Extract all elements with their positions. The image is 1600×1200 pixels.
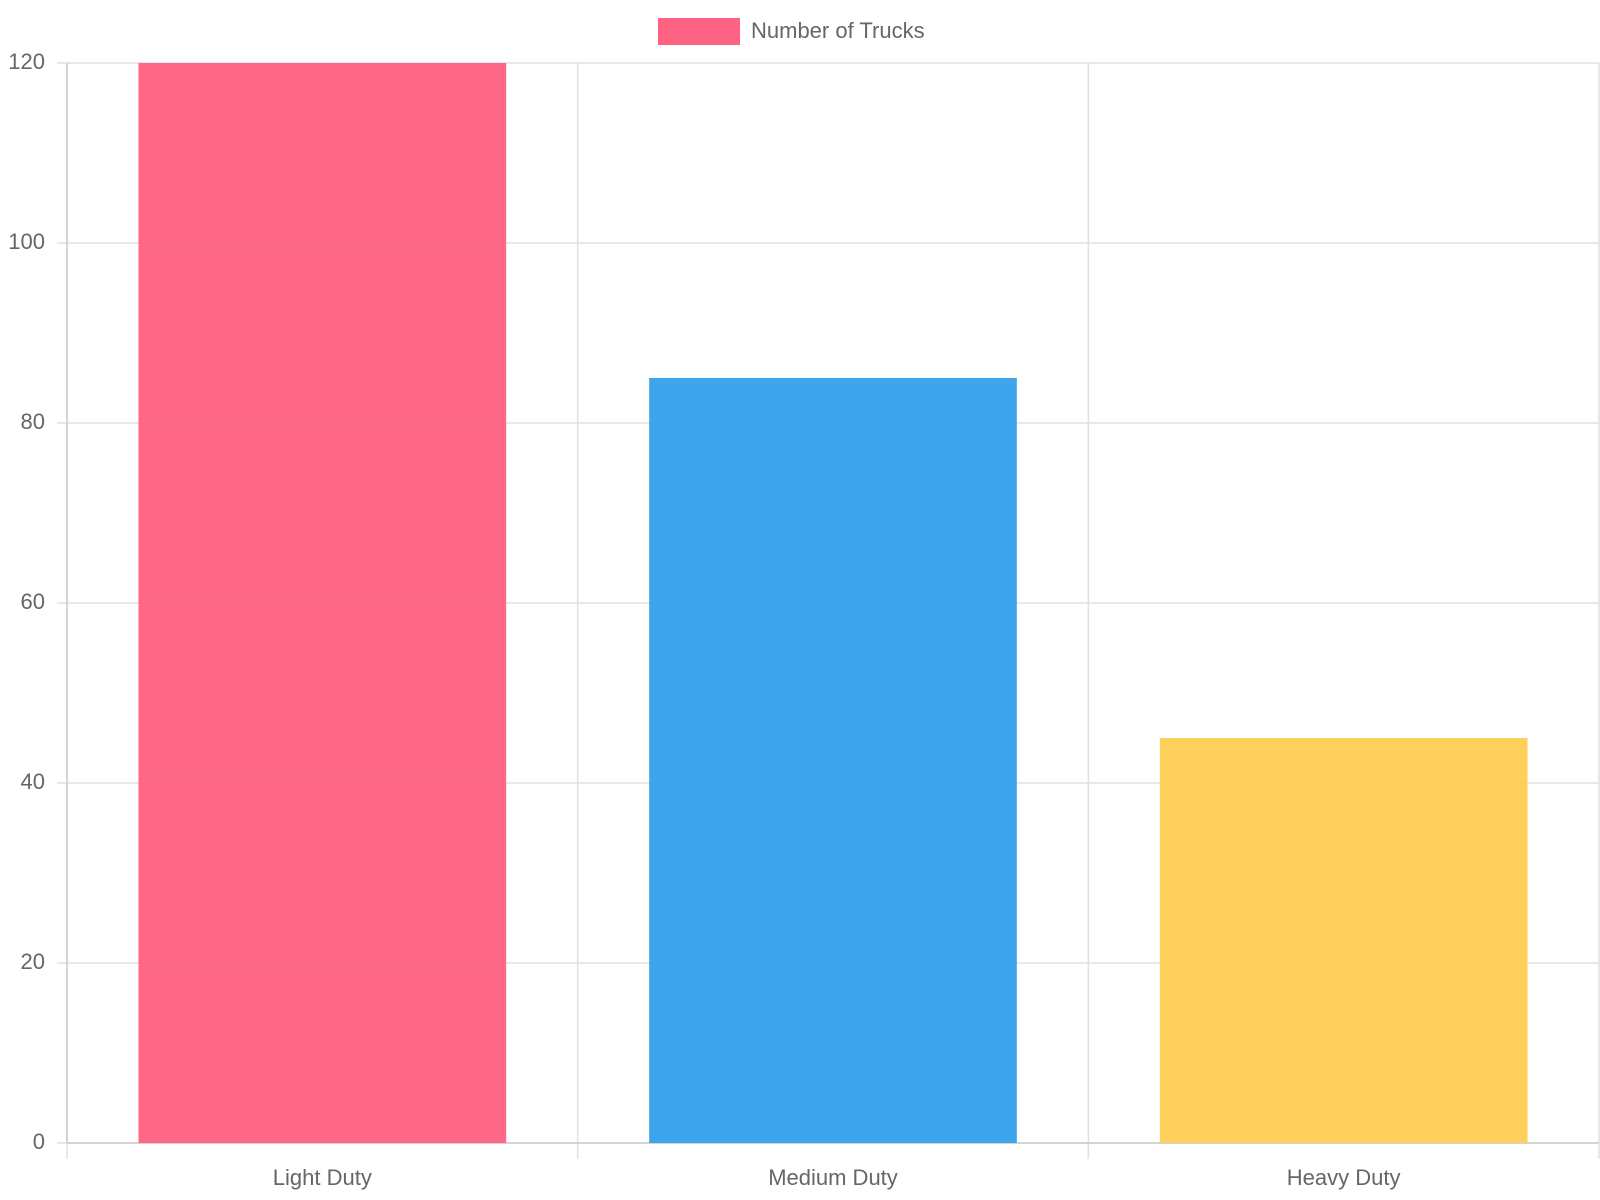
x-tick-label: Heavy Duty (1287, 1165, 1401, 1190)
legend-label: Number of Trucks (751, 18, 925, 43)
y-tick-label: 0 (33, 1129, 45, 1154)
y-tick-label: 80 (21, 409, 45, 434)
y-tick-label: 60 (21, 589, 45, 614)
legend-swatch (658, 18, 740, 45)
bar (649, 378, 1017, 1143)
y-tick-label: 40 (21, 769, 45, 794)
x-tick-label: Light Duty (273, 1165, 372, 1190)
x-tick-label: Medium Duty (768, 1165, 898, 1190)
y-tick-label: 100 (8, 229, 45, 254)
y-tick-label: 120 (8, 49, 45, 74)
y-tick-label: 20 (21, 949, 45, 974)
bar (138, 63, 507, 1143)
bar (1159, 738, 1528, 1143)
